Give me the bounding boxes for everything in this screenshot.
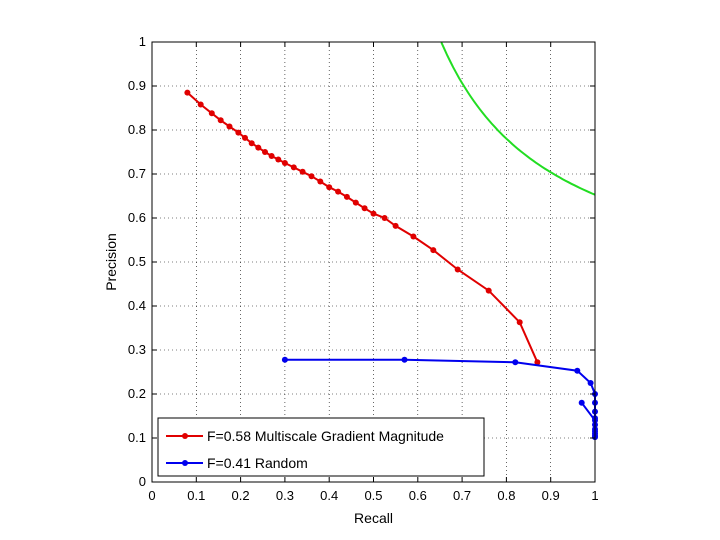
grid-lines: [152, 42, 595, 482]
plot-curves: [184, 42, 598, 441]
legend-marker-series-1: [182, 433, 188, 439]
data-point-series-1: [410, 233, 417, 240]
y-tick-label: 0.3: [128, 342, 146, 357]
y-tick-label: 0.7: [128, 166, 146, 181]
x-tick-label: 0.1: [187, 488, 205, 503]
x-tick-label: 0.2: [232, 488, 250, 503]
y-tick-label: 0.6: [128, 210, 146, 225]
legend-box: [157, 417, 485, 477]
x-axis-label: Recall: [354, 510, 393, 526]
data-point-series-1: [290, 164, 297, 171]
data-point-series-1: [248, 140, 255, 147]
data-point-series-1: [268, 153, 275, 159]
x-tick-label: 1: [591, 488, 598, 503]
data-point-series-1: [352, 199, 359, 206]
data-point-series-2: [574, 367, 581, 374]
axis-ticks: 0 0.1 0.2 0.3 0.4 0.5 0.6 0.7 0.8 0.9 1 0 0.1 0.2 0.3 0…: [128, 34, 599, 503]
x-tick-label: 0.3: [276, 488, 294, 503]
data-point-series-1: [370, 210, 377, 217]
data-point-series-1: [392, 222, 399, 229]
data-point-series-1: [226, 123, 233, 130]
y-tick-label: 0.4: [128, 298, 146, 313]
x-tick-label: 0.4: [320, 488, 338, 503]
data-point-series-1: [381, 215, 388, 221]
data-point-series-1: [308, 173, 315, 180]
series-line-3: [440, 42, 596, 196]
data-point-series-1: [430, 247, 437, 254]
data-point-series-2: [401, 356, 408, 363]
data-point-series-1: [361, 205, 368, 212]
data-point-series-1: [275, 156, 282, 163]
x-tick-label: 0.8: [497, 488, 515, 503]
legend-label-series-2: F=0.41 Random: [207, 455, 308, 471]
data-point-series-1: [299, 168, 306, 175]
x-tick-label: 0.6: [409, 488, 427, 503]
data-point-series-1: [184, 89, 191, 96]
data-point-series-1: [516, 319, 523, 326]
x-tick-label: 0.9: [542, 488, 560, 503]
data-point-series-1: [326, 184, 333, 191]
x-tick-label: 0.7: [453, 488, 471, 503]
y-tick-label: 0.9: [128, 78, 146, 93]
y-tick-label: 0.8: [128, 122, 146, 137]
data-point-series-1: [281, 160, 288, 166]
y-tick-label: 0.1: [128, 430, 146, 445]
data-point-series-1: [534, 359, 541, 366]
data-point-series-2: [578, 399, 585, 406]
y-axis-label: Precision: [103, 233, 119, 291]
legend: F=0.58 Multiscale Gradient Magnitude F=0…: [157, 417, 485, 477]
data-point-series-1: [335, 188, 342, 195]
x-tick-label: 0.5: [364, 488, 382, 503]
data-point-series-1: [197, 101, 204, 108]
data-point-series-2: [281, 356, 288, 363]
data-point-series-1: [343, 193, 350, 200]
data-point-series-1: [208, 110, 215, 117]
data-point-series-1: [235, 129, 242, 136]
data-point-series-1: [217, 117, 224, 124]
data-point-series-2: [512, 359, 519, 366]
data-point-series-1: [317, 178, 324, 185]
data-point-series-1: [485, 287, 492, 294]
data-point-series-2: [587, 380, 594, 386]
y-tick-label: 0.2: [128, 386, 146, 401]
y-tick-label: 1: [139, 34, 146, 49]
data-point-series-1: [262, 149, 268, 155]
legend-marker-series-2: [182, 460, 188, 466]
x-tick-label: 0: [148, 488, 155, 503]
legend-label-series-1: F=0.58 Multiscale Gradient Magnitude: [207, 428, 444, 444]
data-point-series-1: [242, 134, 248, 141]
y-tick-label: 0: [139, 474, 146, 489]
data-point-series-1: [454, 266, 461, 273]
y-tick-label: 0.5: [128, 254, 146, 269]
data-point-series-1: [255, 144, 262, 151]
